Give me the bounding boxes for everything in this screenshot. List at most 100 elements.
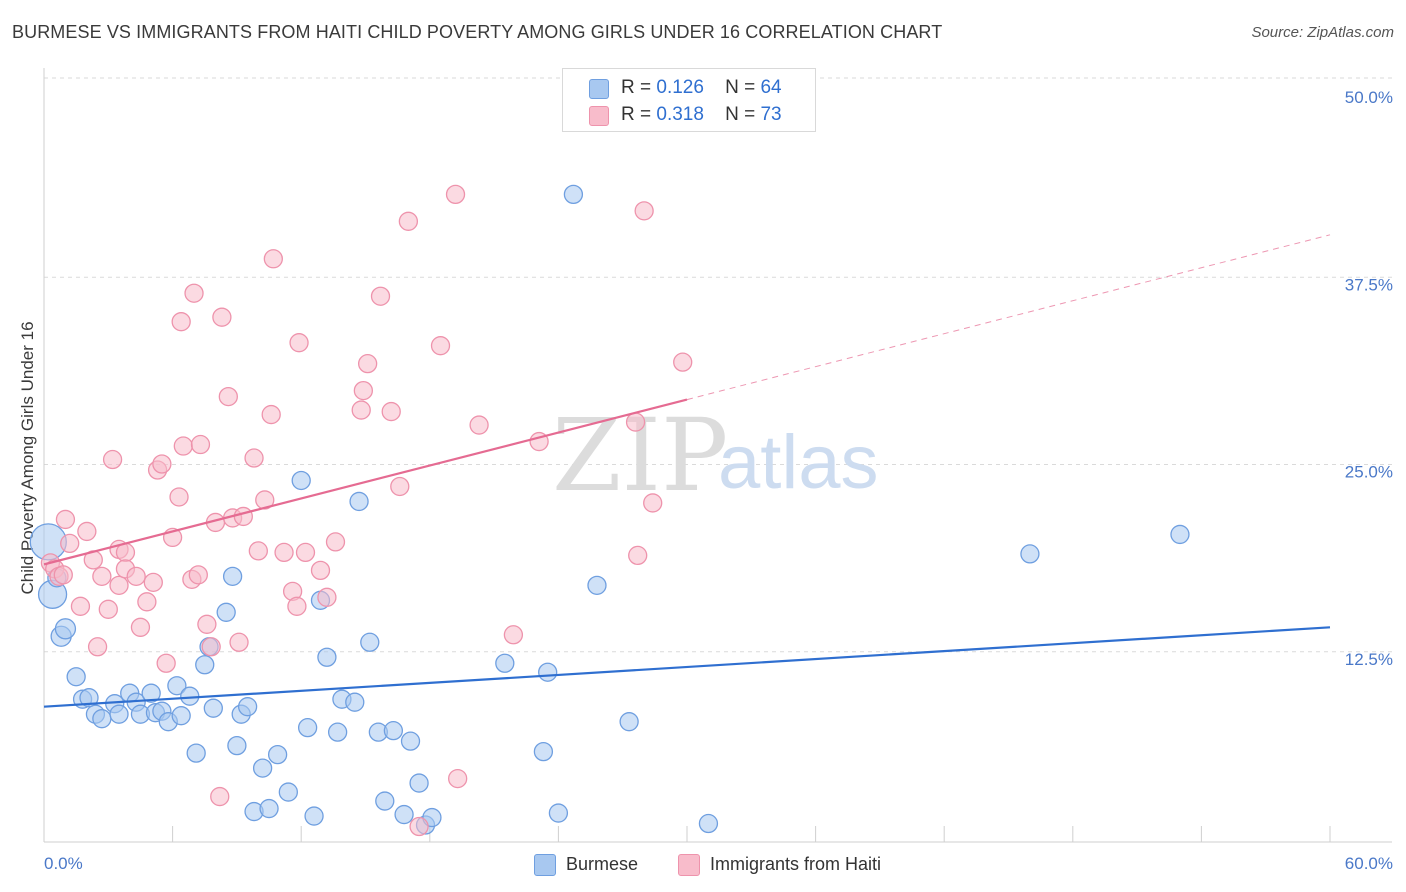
burmese-point xyxy=(383,721,404,741)
burmese-point xyxy=(327,722,348,742)
haiti-point xyxy=(55,509,76,530)
burmese-point xyxy=(291,470,311,491)
burmese-point xyxy=(252,758,273,778)
haiti-point xyxy=(390,476,410,497)
haiti-legend-swatch xyxy=(678,854,700,876)
burmese-r-label: R = xyxy=(621,77,652,98)
haiti-point xyxy=(295,542,316,563)
haiti-point xyxy=(137,592,157,612)
burmese-point xyxy=(222,566,243,587)
haiti-point xyxy=(274,542,294,563)
burmese-point xyxy=(587,575,607,595)
trend-layer xyxy=(43,234,1331,708)
haiti-r-value: 0.318 xyxy=(656,104,704,125)
haiti-point xyxy=(143,572,163,593)
burmese-n-value: 64 xyxy=(760,77,782,98)
haiti-point xyxy=(381,401,401,422)
y-tick-label: 25.0% xyxy=(1345,463,1393,482)
haiti-point xyxy=(130,617,151,637)
burmese-point xyxy=(619,712,639,732)
burmese-point xyxy=(171,706,191,726)
haiti-point xyxy=(353,380,374,401)
burmese-point xyxy=(237,697,258,717)
burmese-legend-label: Burmese xyxy=(566,854,639,874)
haiti-point xyxy=(445,184,466,205)
burmese-point xyxy=(54,618,77,640)
haiti-point xyxy=(317,587,337,607)
haiti-point xyxy=(171,312,191,332)
y-tick-label: 37.5% xyxy=(1345,275,1393,294)
haiti-n-value: 73 xyxy=(760,104,782,125)
tick-label-layer: 12.5% 25.0% 37.5% 50.0% 0.0% 60.0% xyxy=(44,88,1393,873)
burmese-point xyxy=(297,718,318,738)
watermark-atlas: atlas xyxy=(718,420,879,505)
burmese-point xyxy=(109,704,129,724)
haiti-point xyxy=(156,653,176,673)
haiti-point xyxy=(673,352,693,372)
haiti-point xyxy=(210,786,230,807)
haiti-point xyxy=(70,596,91,616)
haiti-point xyxy=(98,599,118,619)
haiti-point xyxy=(409,816,429,837)
burmese-point xyxy=(360,632,380,652)
haiti-point xyxy=(102,449,123,470)
haiti-r-label: R = xyxy=(621,104,652,125)
burmese-point xyxy=(304,806,324,826)
axis-layer xyxy=(43,68,1392,843)
burmese-point xyxy=(167,676,187,696)
haiti-point xyxy=(503,625,524,645)
haiti-point xyxy=(212,307,232,327)
burmese-n-label: N = xyxy=(725,77,756,98)
haiti-trend-line xyxy=(43,398,688,566)
burmese-point xyxy=(533,741,554,762)
points-layer xyxy=(29,184,1190,837)
haiti-point xyxy=(53,565,73,585)
burmese-r-value: 0.126 xyxy=(656,77,704,98)
haiti-point xyxy=(255,490,275,510)
burmese-point xyxy=(227,735,247,756)
haiti-trend-extension xyxy=(686,234,1331,401)
haiti-point xyxy=(634,201,654,221)
haiti-point xyxy=(244,448,264,468)
burmese-point xyxy=(538,662,558,682)
x-tick-label: 60.0% xyxy=(1345,854,1393,873)
haiti-point xyxy=(430,336,451,356)
burmese-point xyxy=(203,698,223,718)
burmese-point xyxy=(317,647,337,667)
haiti-point xyxy=(152,454,172,474)
haiti-n-label: N = xyxy=(725,104,756,125)
haiti-point xyxy=(190,434,211,455)
burmese-trend-line xyxy=(43,626,1331,708)
watermark: ZIP atlas xyxy=(552,397,879,514)
burmese-point xyxy=(548,803,569,823)
burmese-point xyxy=(195,655,215,675)
haiti-point xyxy=(628,545,648,566)
correlation-legend: R = 0.126 N = 64 R = 0.318 N = 73 xyxy=(562,68,816,132)
burmese-point xyxy=(345,692,365,712)
y-tick-label: 12.5% xyxy=(1345,650,1393,669)
source-credit: Source: ZipAtlas.com xyxy=(1251,24,1394,41)
haiti-point xyxy=(60,533,80,554)
haiti-point xyxy=(229,632,249,652)
chart-title: BURMESE VS IMMIGRANTS FROM HAITI CHILD P… xyxy=(12,22,943,42)
haiti-point xyxy=(325,532,346,552)
haiti-point xyxy=(218,386,238,407)
haiti-point xyxy=(173,436,193,456)
haiti-point xyxy=(169,487,189,507)
haiti-point xyxy=(197,614,217,634)
burmese-point xyxy=(698,813,719,834)
haiti-legend-label: Immigrants from Haiti xyxy=(710,854,882,874)
haiti-point xyxy=(92,566,112,587)
burmese-point xyxy=(495,653,515,673)
burmese-point xyxy=(216,602,236,622)
burmese-point xyxy=(394,804,414,825)
haiti-point xyxy=(310,560,331,581)
haiti-point xyxy=(351,400,371,420)
burmese-point xyxy=(267,744,288,765)
burmese-point xyxy=(79,688,99,708)
burmese-point xyxy=(563,184,584,205)
burmese-point xyxy=(1170,524,1190,545)
burmese-point xyxy=(1020,544,1040,564)
burmese-point xyxy=(66,667,86,687)
haiti-point xyxy=(87,637,108,657)
